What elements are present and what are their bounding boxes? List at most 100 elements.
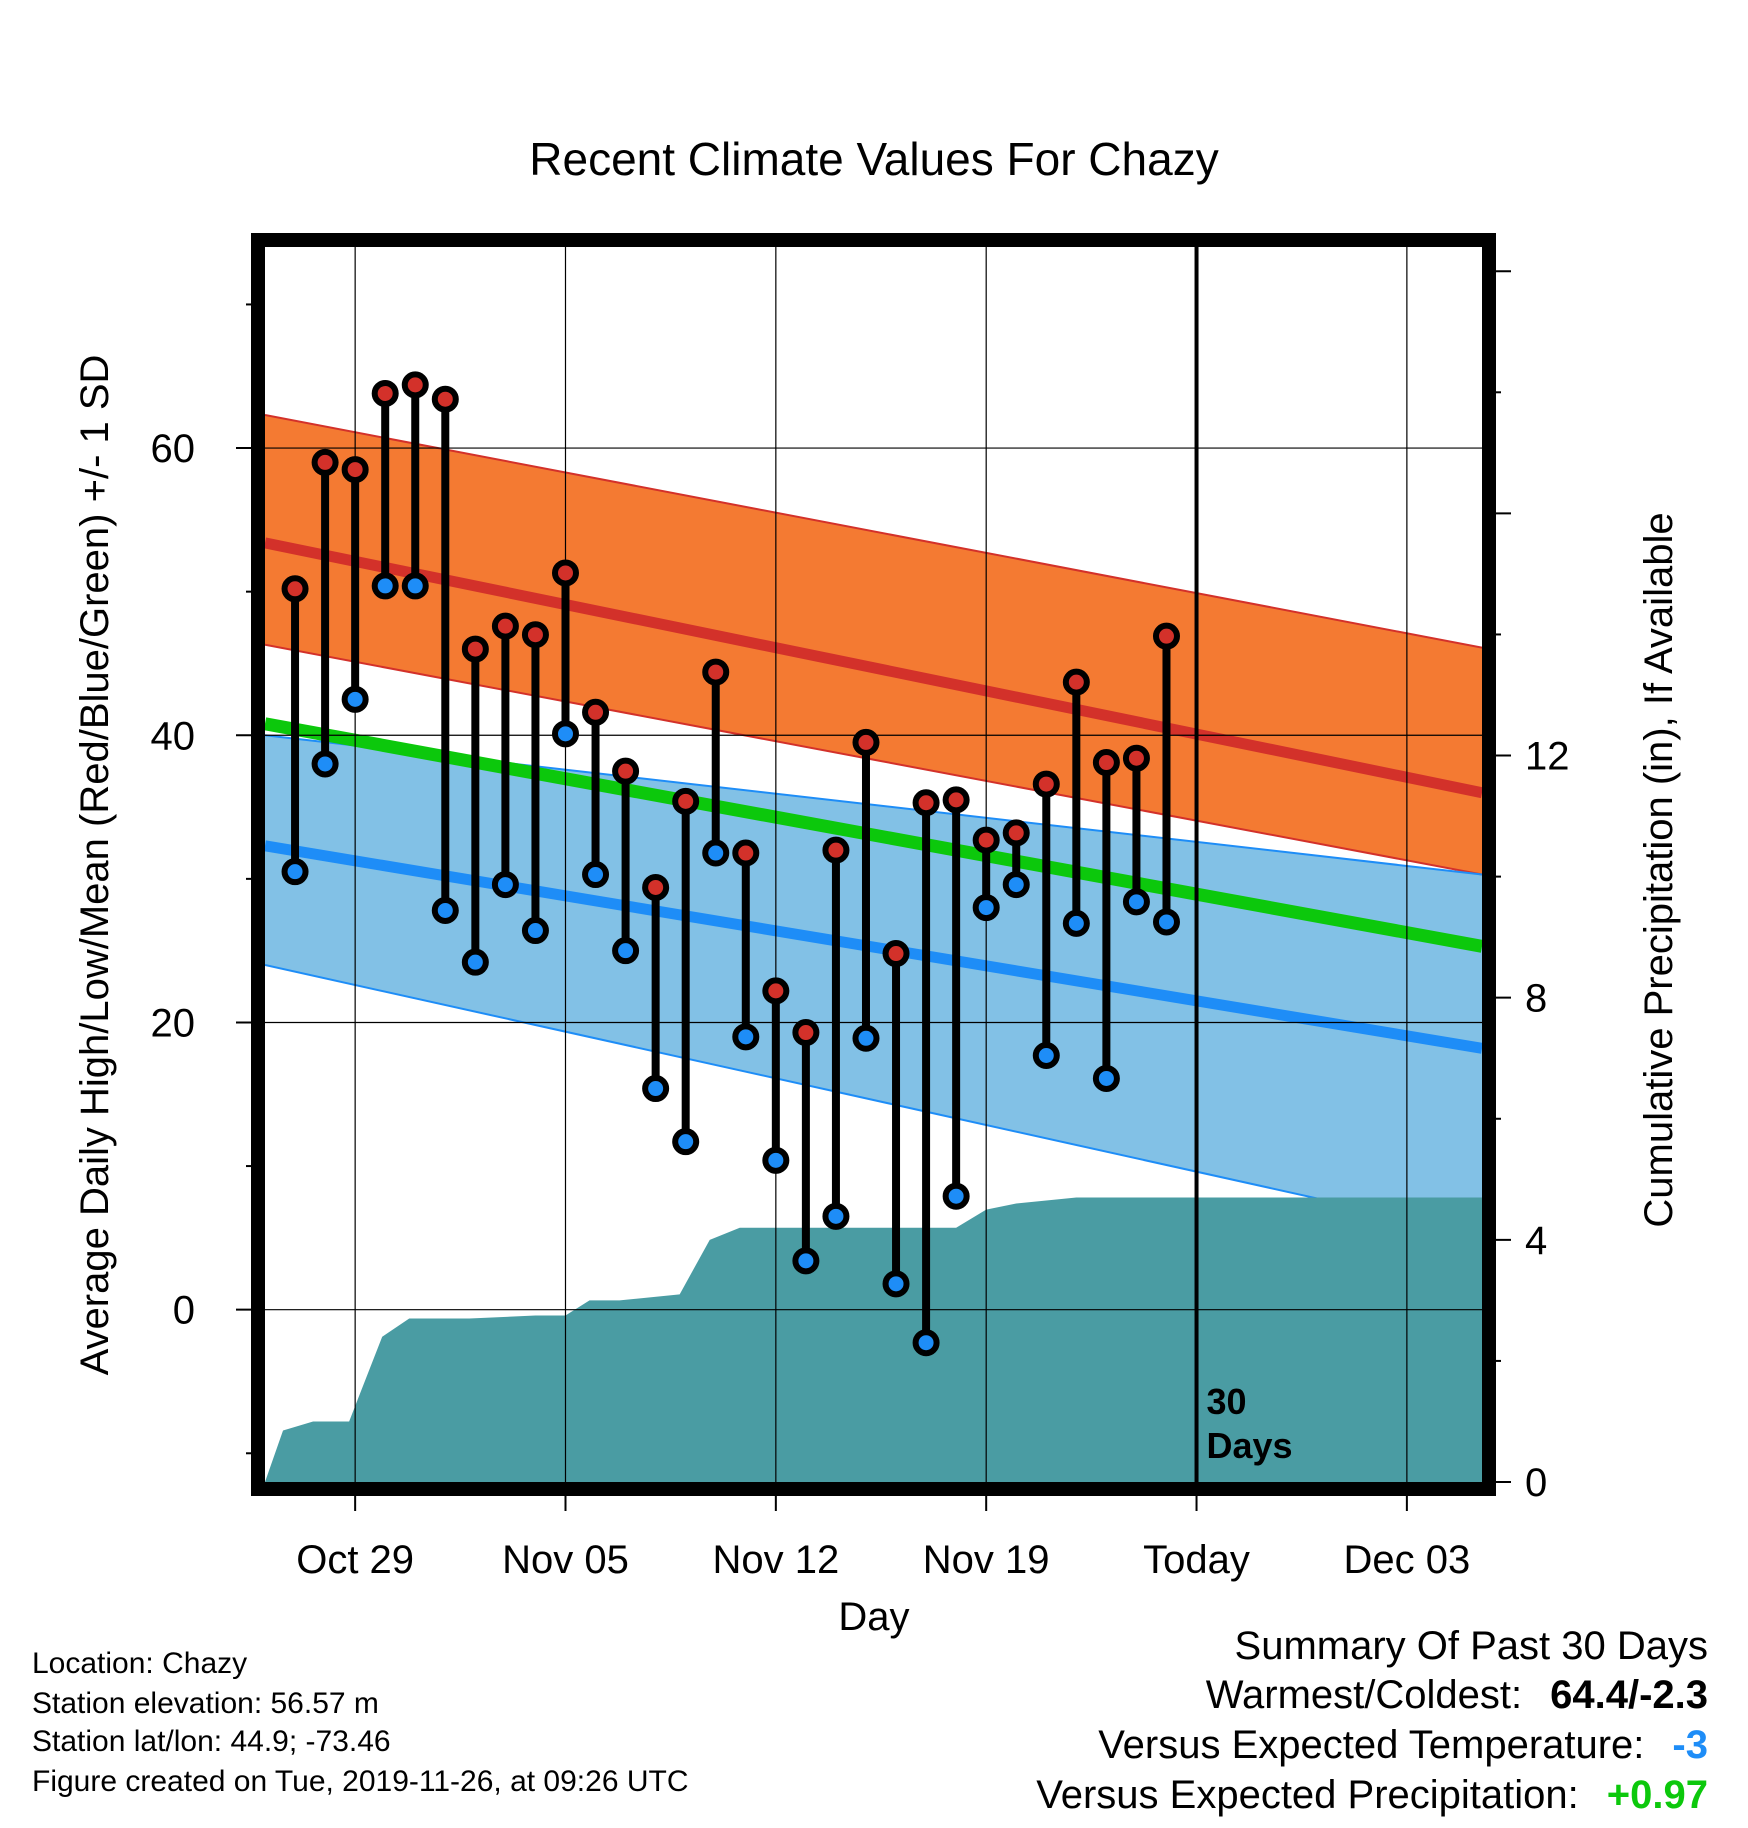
daily-low-point bbox=[551, 720, 579, 748]
high-band-upper-edge bbox=[265, 414, 1482, 649]
x-tick-label: Nov 12 bbox=[712, 1538, 839, 1582]
daily-high-point bbox=[612, 757, 640, 785]
daily-observations bbox=[281, 371, 1180, 1357]
x-tick-label: Oct 29 bbox=[296, 1538, 414, 1582]
daily-low-point bbox=[762, 1146, 790, 1174]
daily-high-point bbox=[371, 379, 399, 407]
daily-high-point bbox=[1062, 668, 1090, 696]
daily-low-point bbox=[942, 1182, 970, 1210]
daily-high-point bbox=[642, 873, 670, 901]
low-band-lower-edge bbox=[265, 964, 1482, 1236]
daily-low-point bbox=[852, 1024, 880, 1052]
daily-high-point bbox=[1152, 622, 1180, 650]
today-annotation-line: Days bbox=[1207, 1425, 1293, 1466]
daily-low-point bbox=[1122, 888, 1150, 916]
daily-high-point bbox=[431, 385, 459, 413]
daily-low-point bbox=[972, 894, 1000, 922]
daily-low-point bbox=[1062, 909, 1090, 937]
daily-low-point bbox=[341, 685, 369, 713]
daily-high-point bbox=[281, 575, 309, 603]
daily-high-point bbox=[1092, 749, 1120, 777]
x-tick-label: Nov 19 bbox=[923, 1538, 1050, 1582]
daily-low-point bbox=[1002, 871, 1030, 899]
summary-heading: Summary Of Past 30 Days bbox=[1234, 1624, 1708, 1668]
created-label: Figure created on Tue, 2019-11-26, at 09… bbox=[32, 1765, 689, 1798]
y-axis-label: Average Daily High/Low/Mean (Red/Blue/Gr… bbox=[73, 355, 117, 1376]
daily-high-point bbox=[1122, 744, 1150, 772]
y2-tick-label: 0 bbox=[1525, 1461, 1547, 1505]
plot-area: 30 Days 0 20 40 60 0 4 8 12 Oct 29 Nov 05 Nov 12 Nov … bbox=[151, 233, 1570, 1582]
daily-high-point bbox=[551, 559, 579, 587]
warmest-coldest-value: 64.4/-2.3 bbox=[1550, 1673, 1708, 1717]
daily-low-point bbox=[431, 896, 459, 924]
high-band-lower-edge bbox=[265, 643, 1482, 876]
daily-low-point bbox=[732, 1023, 760, 1051]
daily-high-point bbox=[702, 658, 730, 686]
daily-low-point bbox=[491, 871, 519, 899]
daily-high-point bbox=[762, 977, 790, 1005]
latlon-label: Station lat/lon: 44.9; -73.46 bbox=[32, 1725, 391, 1758]
daily-high-point bbox=[1032, 770, 1060, 798]
daily-high-point bbox=[491, 612, 519, 640]
low-temperature-band bbox=[265, 735, 1482, 1235]
daily-high-point bbox=[822, 836, 850, 864]
summary-precipitation: Versus Expected Precipitation: +0.97 bbox=[1036, 1775, 1708, 1815]
precipitation-value: +0.97 bbox=[1606, 1773, 1708, 1817]
daily-low-point bbox=[702, 839, 730, 867]
daily-low-point bbox=[461, 948, 489, 976]
x-tick-label: Nov 05 bbox=[502, 1538, 629, 1582]
daily-high-point bbox=[852, 728, 880, 756]
daily-low-point bbox=[281, 858, 309, 886]
y-tick-label: 0 bbox=[173, 1289, 195, 1333]
daily-high-point bbox=[882, 940, 910, 968]
daily-low-point bbox=[582, 861, 610, 889]
daily-high-point bbox=[341, 456, 369, 484]
daily-low-point bbox=[371, 572, 399, 600]
today-annotation: 30 Days bbox=[1207, 1381, 1293, 1466]
daily-high-point bbox=[912, 789, 940, 817]
daily-low-point bbox=[1152, 908, 1180, 936]
daily-low-point bbox=[521, 917, 549, 945]
y-tick-label: 60 bbox=[151, 427, 196, 471]
plot-frame bbox=[251, 233, 1496, 1496]
chart-title: Recent Climate Values For Chazy bbox=[529, 133, 1218, 185]
y2-tick-label: 8 bbox=[1525, 977, 1547, 1021]
cumulative-precipitation-area bbox=[265, 1197, 1482, 1482]
daily-low-point bbox=[1092, 1064, 1120, 1092]
daily-high-point bbox=[732, 839, 760, 867]
daily-high-point bbox=[521, 621, 549, 649]
summary-warmest-coldest: Warmest/Coldest: 64.4/-2.3 bbox=[1206, 1675, 1708, 1715]
daily-high-point bbox=[942, 786, 970, 814]
daily-low-point bbox=[912, 1329, 940, 1357]
y2-axis-label: Cumulative Precipitation (in), If Availa… bbox=[1637, 512, 1681, 1227]
daily-low-point bbox=[311, 750, 339, 778]
x-tick-label: Today bbox=[1143, 1538, 1250, 1582]
temperature-value: -3 bbox=[1672, 1723, 1708, 1767]
daily-high-point bbox=[792, 1019, 820, 1047]
daily-low-point bbox=[401, 572, 429, 600]
daily-high-point bbox=[1002, 819, 1030, 847]
temperature-label: Versus Expected Temperature: bbox=[1098, 1723, 1645, 1767]
daily-high-point bbox=[672, 787, 700, 815]
daily-low-point bbox=[672, 1128, 700, 1156]
plot-clip-group bbox=[265, 247, 1482, 1482]
low-mean-line bbox=[265, 840, 1482, 1054]
x-axis-label: Day bbox=[838, 1595, 909, 1639]
daily-low-point bbox=[882, 1270, 910, 1298]
high-mean-line bbox=[265, 537, 1482, 799]
daily-high-point bbox=[972, 826, 1000, 854]
daily-high-point bbox=[582, 698, 610, 726]
daily-high-point bbox=[461, 635, 489, 663]
y-tick-label: 40 bbox=[151, 714, 196, 758]
high-temperature-band bbox=[265, 415, 1482, 875]
location-label: Location: Chazy bbox=[32, 1647, 248, 1680]
precipitation-label: Versus Expected Precipitation: bbox=[1036, 1773, 1579, 1817]
daily-high-point bbox=[311, 448, 339, 476]
today-annotation-line: 30 bbox=[1207, 1381, 1247, 1422]
x-tick-label: Dec 03 bbox=[1344, 1538, 1471, 1582]
daily-mean-line bbox=[265, 717, 1482, 953]
warmest-coldest-label: Warmest/Coldest: bbox=[1205, 1673, 1523, 1717]
daily-low-point bbox=[612, 937, 640, 965]
daily-low-point bbox=[1032, 1041, 1060, 1069]
